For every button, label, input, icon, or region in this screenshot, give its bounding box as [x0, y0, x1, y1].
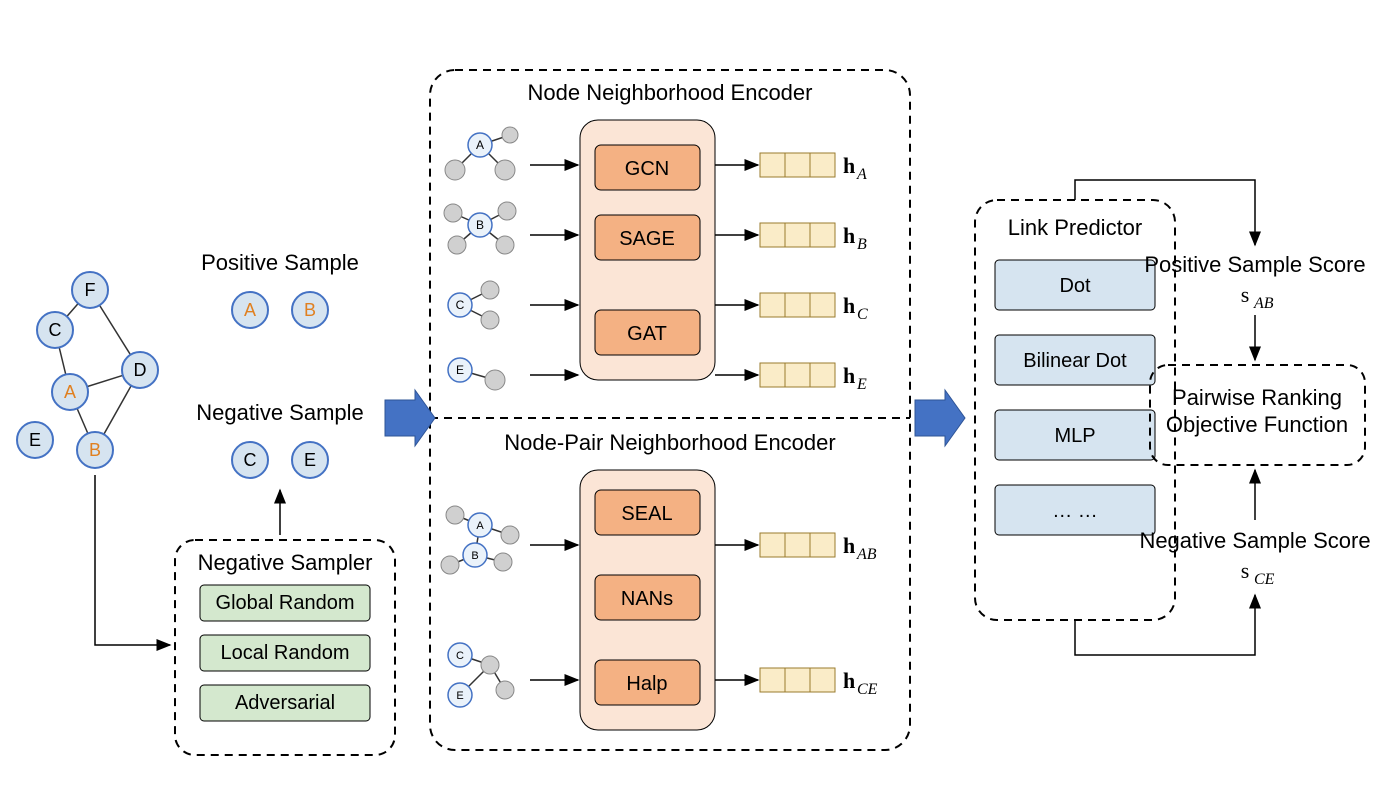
- pos-node-A: A: [244, 300, 256, 320]
- sampler-2: Adversarial: [235, 692, 335, 714]
- hA: h: [843, 153, 855, 178]
- subgraph-B: B: [444, 202, 516, 254]
- enc-gat: GAT: [627, 323, 667, 345]
- hAB: h: [843, 533, 855, 558]
- pair-encoder-title: Node-Pair Neighborhood Encoder: [504, 430, 835, 455]
- svg-text:C: C: [857, 306, 868, 323]
- pos-node-B: B: [304, 300, 316, 320]
- ranking-title-1: Pairwise Ranking: [1172, 385, 1342, 410]
- svg-text:C: C: [456, 298, 465, 312]
- subgraph-CE: C E: [448, 643, 514, 707]
- arrow-out-encoder: [915, 390, 965, 446]
- sampler-0: Global Random: [216, 592, 355, 614]
- pred-3: … …: [1052, 500, 1098, 522]
- subgraph-AB: A B: [441, 506, 519, 574]
- enc-halp: Halp: [626, 673, 667, 695]
- enc-gcn: GCN: [625, 158, 669, 180]
- sampler-1: Local Random: [221, 642, 350, 664]
- pred-0: Dot: [1059, 275, 1091, 297]
- node-C: C: [49, 320, 62, 340]
- svg-text:E: E: [456, 363, 464, 377]
- svg-text:A: A: [856, 166, 867, 183]
- enc-seal: SEAL: [621, 503, 672, 525]
- arrow-into-encoder: [385, 390, 435, 446]
- node-D: D: [134, 360, 147, 380]
- hC: h: [843, 293, 855, 318]
- subgraph-C: C: [448, 281, 499, 329]
- svg-text:E: E: [856, 376, 867, 393]
- ranking-title-2: Objective Function: [1166, 412, 1348, 437]
- svg-text:A: A: [476, 138, 484, 152]
- svg-text:B: B: [476, 218, 484, 232]
- node-E: E: [29, 430, 41, 450]
- negative-sampler-title: Negative Sampler: [198, 550, 373, 575]
- pred-2: MLP: [1054, 425, 1095, 447]
- negative-sample-label: Negative Sample: [196, 400, 364, 425]
- positive-sample-label: Positive Sample: [201, 250, 359, 275]
- hB: h: [843, 223, 855, 248]
- svg-text:C: C: [456, 650, 464, 662]
- pred-1: Bilinear Dot: [1023, 350, 1127, 372]
- svg-text:AB: AB: [1253, 295, 1274, 312]
- node-B: B: [89, 440, 101, 460]
- svg-text:E: E: [456, 690, 463, 702]
- pos-score-label: Positive Sample Score: [1144, 252, 1365, 277]
- svg-text:B: B: [471, 550, 478, 562]
- neg-score-label: Negative Sample Score: [1139, 528, 1370, 553]
- sCE: s: [1241, 558, 1250, 583]
- node-A: A: [64, 382, 76, 402]
- subgraph-A: A: [445, 127, 518, 180]
- arrow-to-neg-score: [1075, 595, 1255, 655]
- enc-nans: NANs: [621, 588, 673, 610]
- svg-text:B: B: [857, 236, 867, 253]
- svg-text:AB: AB: [856, 546, 877, 563]
- sAB: s: [1241, 282, 1250, 307]
- svg-text:A: A: [476, 520, 484, 532]
- svg-text:CE: CE: [857, 681, 878, 698]
- svg-text:CE: CE: [1254, 571, 1275, 588]
- input-graph: F C A E B D: [17, 272, 158, 468]
- subgraph-E: E: [448, 358, 505, 390]
- link-predictor-title: Link Predictor: [1008, 215, 1143, 240]
- hCE: h: [843, 668, 855, 693]
- diagram-canvas: F C A E B D Positive Sample A B Negative…: [0, 0, 1400, 787]
- enc-sage: SAGE: [619, 228, 675, 250]
- hE: h: [843, 363, 855, 388]
- neg-node-E: E: [304, 450, 316, 470]
- node-F: F: [85, 280, 96, 300]
- arrow-graph-to-sampler: [95, 475, 170, 645]
- neg-node-C: C: [244, 450, 257, 470]
- node-encoder-title: Node Neighborhood Encoder: [528, 80, 813, 105]
